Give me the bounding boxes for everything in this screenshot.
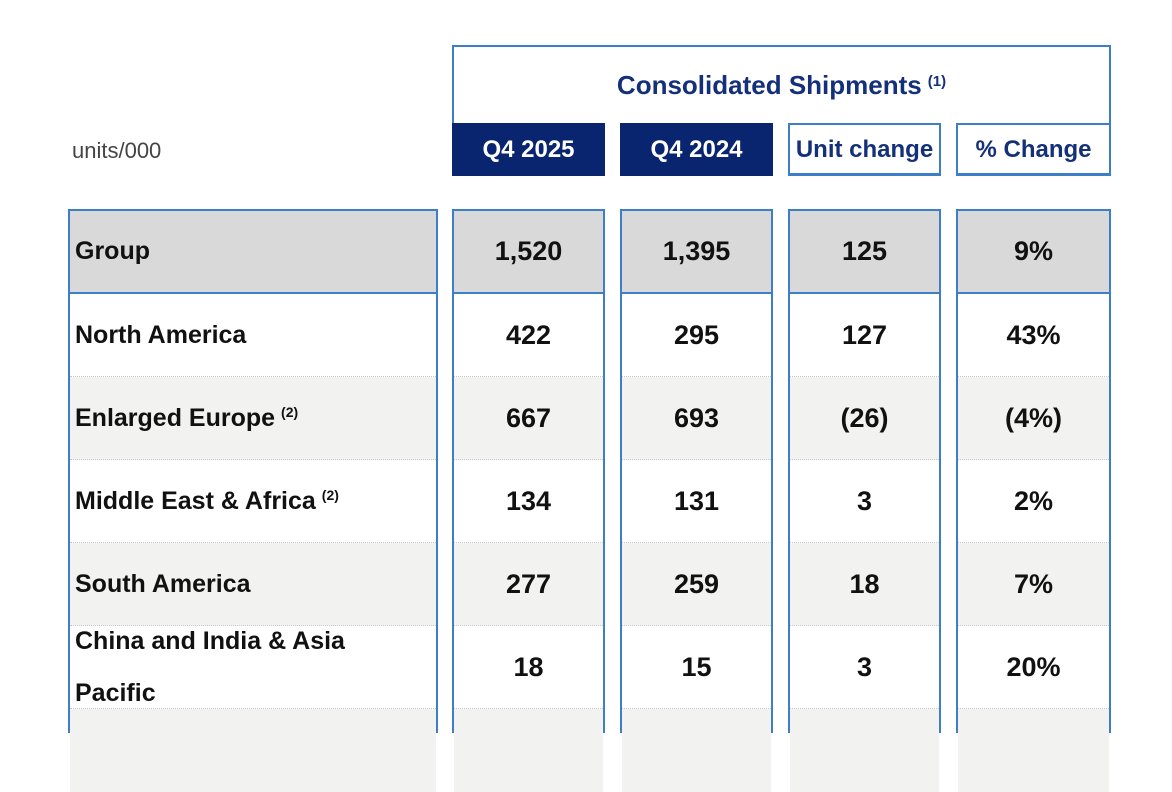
- table-row-label: Enlarged Europe (2): [70, 377, 436, 460]
- table-cell: 125: [790, 211, 939, 294]
- column-header-q4-2024: Q4 2024: [620, 123, 773, 176]
- table-row-partial: [790, 709, 939, 792]
- table-title: Consolidated Shipments (1): [452, 45, 1111, 123]
- table-row-label: China and India & Asia Pacific: [70, 626, 436, 709]
- table-row-partial: [622, 709, 771, 792]
- table-cell: 131: [622, 460, 771, 543]
- table-cell: 20%: [958, 626, 1109, 709]
- footnote-marker: (2): [321, 487, 339, 503]
- row-label: North America: [75, 320, 247, 349]
- table-cell: (26): [790, 377, 939, 460]
- table-row-label: North America: [70, 294, 436, 377]
- table-cell: 127: [790, 294, 939, 377]
- row-label: Enlarged Europe: [75, 403, 276, 432]
- table-row-partial: [70, 709, 436, 792]
- footnote-marker: (2): [281, 404, 299, 420]
- table-row-partial: [958, 709, 1109, 792]
- table-cell: 3: [790, 626, 939, 709]
- column-header-unit-change: Unit change: [788, 123, 941, 176]
- column-header-q4-2025: Q4 2025: [452, 123, 605, 176]
- table-row-label: South America: [70, 543, 436, 626]
- region-column: Group North America Enlarged Europe (2) M…: [68, 209, 438, 792]
- unit-change-column: 125 127 (26) 3 18 3: [788, 209, 941, 792]
- row-label: South America: [75, 569, 251, 598]
- table-cell: 667: [454, 377, 603, 460]
- table-cell: 295: [622, 294, 771, 377]
- table-cell: 693: [622, 377, 771, 460]
- table-cell: 43%: [958, 294, 1109, 377]
- table-title-text: Consolidated Shipments: [616, 69, 922, 100]
- header-underline: [956, 173, 1111, 176]
- pct-change-column: 9% 43% (4%) 2% 7% 20%: [956, 209, 1111, 792]
- header-underline: [788, 173, 941, 176]
- table-row-label: Group: [70, 211, 436, 294]
- q4-2024-column: 1,395 295 693 131 259 15: [620, 209, 773, 792]
- row-label: Group: [75, 237, 150, 265]
- row-label: China and India & Asia Pacific: [75, 627, 345, 707]
- q4-2025-column: 1,520 422 667 134 277 18: [452, 209, 605, 792]
- table-cell: 15: [622, 626, 771, 709]
- table-cell: 1,520: [454, 211, 603, 294]
- table-cell: 134: [454, 460, 603, 543]
- table-cell: 2%: [958, 460, 1109, 543]
- table-cell: 18: [454, 626, 603, 709]
- table-row-partial: [454, 709, 603, 792]
- table-cell: 277: [454, 543, 603, 626]
- table-cell: 18: [790, 543, 939, 626]
- column-header-pct-change: % Change: [956, 123, 1111, 176]
- table-row-label: Middle East & Africa (2): [70, 460, 436, 543]
- table-cell: 7%: [958, 543, 1109, 626]
- table-cell: 9%: [958, 211, 1109, 294]
- table-cell: (4%): [958, 377, 1109, 460]
- row-label: Middle East & Africa: [75, 486, 316, 515]
- table-cell: 422: [454, 294, 603, 377]
- units-label: units/000: [72, 138, 162, 163]
- table-cell: 1,395: [622, 211, 771, 294]
- table-cell: 259: [622, 543, 771, 626]
- title-footnote-marker: (1): [927, 72, 947, 90]
- table-cell: 3: [790, 460, 939, 543]
